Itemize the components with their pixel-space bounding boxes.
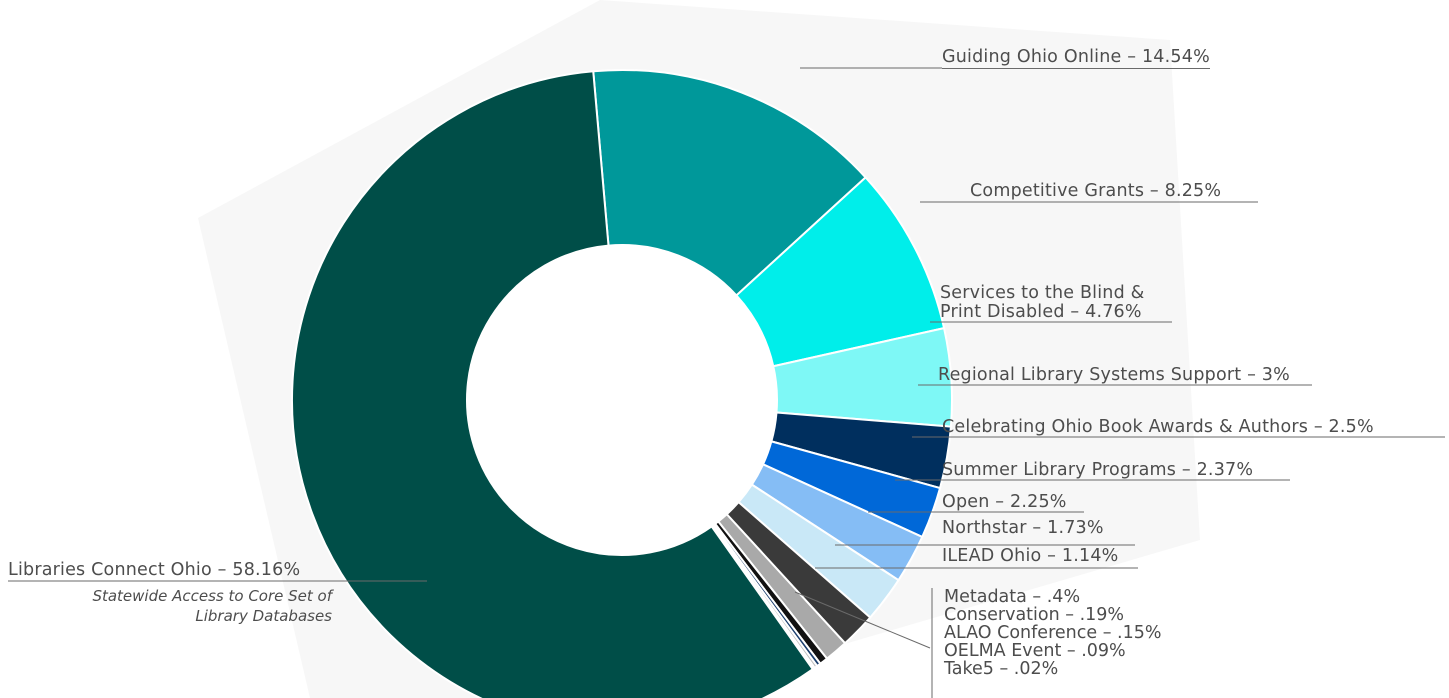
label-services-blind-line1: Services to the Blind & [940, 283, 1145, 303]
label-metadata: Metadata – .4% [944, 587, 1081, 607]
label-conservation: Conservation – .19% [944, 605, 1125, 625]
label-take5: Take5 – .02% [944, 659, 1059, 679]
label-guiding-ohio-online: Guiding Ohio Online – 14.54% [942, 47, 1210, 69]
label-celebrating-ohio: Celebrating Ohio Book Awards & Authors –… [942, 417, 1374, 437]
label-competitive-grants: Competitive Grants – 8.25% [970, 181, 1222, 201]
label-libraries-connect-ohio: Libraries Connect Ohio – 58.16% [8, 560, 301, 580]
label-ilead-ohio: ILEAD Ohio – 1.14% [942, 546, 1119, 566]
label-lco-subtitle-line1: Statewide Access to Core Set of [92, 587, 332, 605]
label-summer-library: Summer Library Programs – 2.37% [942, 460, 1254, 480]
label-northstar: Northstar – 1.73% [942, 518, 1104, 538]
label-open: Open – 2.25% [942, 492, 1067, 512]
label-alao-conference: ALAO Conference – .15% [944, 623, 1162, 643]
label-lco-subtitle-line2: Library Databases [195, 607, 332, 625]
leader-small [794, 591, 931, 649]
label-oelma-event: OELMA Event – .09% [944, 641, 1126, 661]
label-services-blind-line2: Print Disabled – 4.76% [940, 302, 1142, 322]
label-regional-library: Regional Library Systems Support – 3% [938, 365, 1290, 385]
donut-hole [467, 245, 777, 555]
small-items-list: Metadata – .4% Conservation – .19% ALAO … [944, 588, 1161, 678]
